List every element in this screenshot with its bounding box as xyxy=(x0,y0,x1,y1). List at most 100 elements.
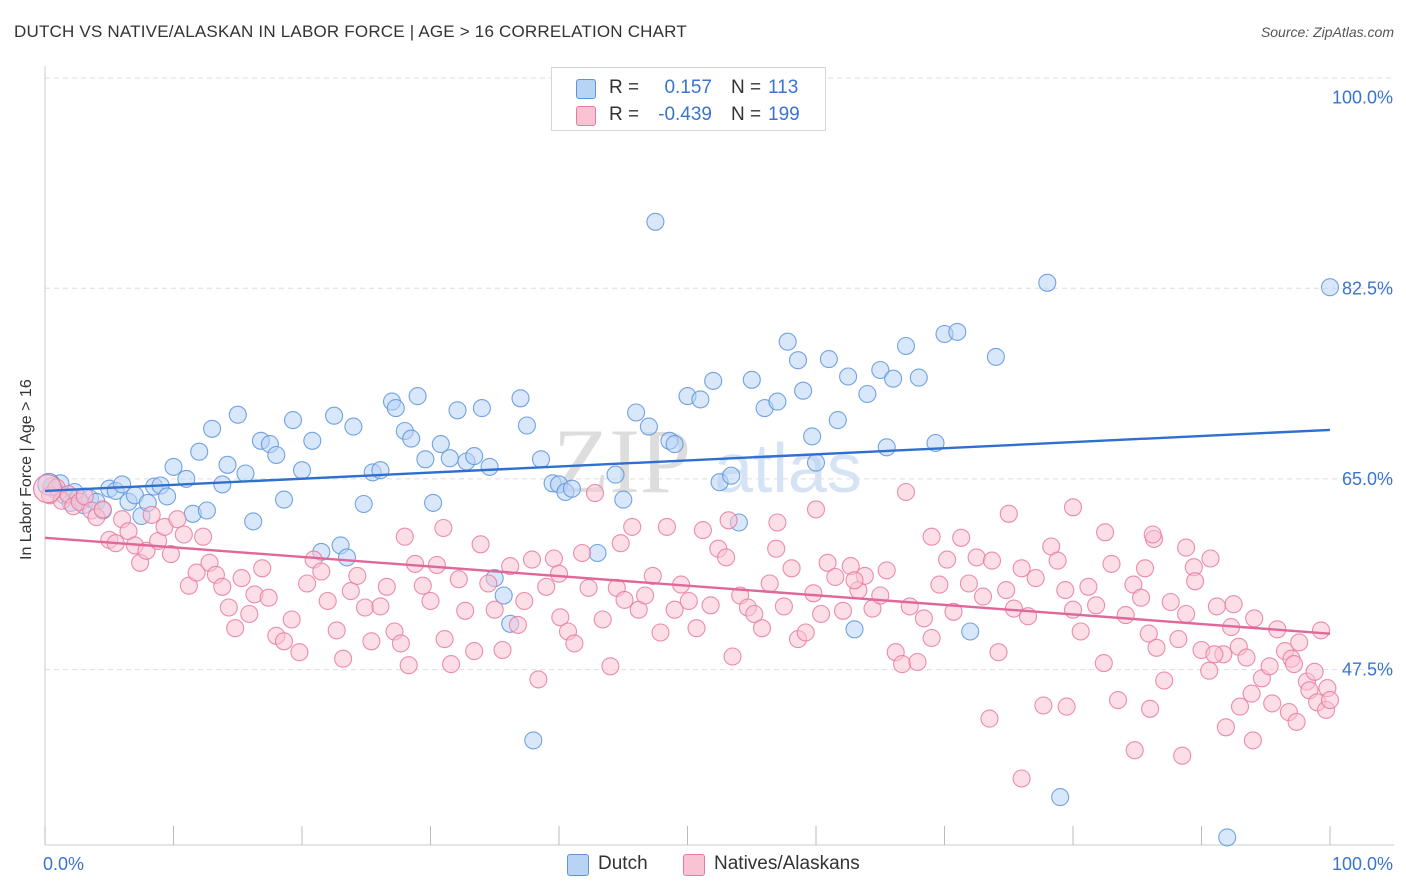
dutch-point-74 xyxy=(614,490,633,509)
native-point-89 xyxy=(651,623,670,642)
bottom-legend-swatch-dutch xyxy=(567,854,589,876)
native-point-66 xyxy=(485,600,504,619)
native-point-67 xyxy=(493,640,512,660)
dutch-point-26 xyxy=(203,419,222,438)
native-point-73 xyxy=(537,577,556,596)
native-point-123 xyxy=(900,597,919,616)
native-point-82 xyxy=(601,657,620,676)
native-point-32 xyxy=(240,604,259,624)
dutch-trend-line xyxy=(44,428,1331,493)
native-point-61 xyxy=(449,570,468,589)
dutch-point-89 xyxy=(788,351,808,370)
native-point-196 xyxy=(1096,523,1115,542)
native-point-74 xyxy=(544,549,563,568)
native-point-155 xyxy=(1139,624,1158,643)
native-point-168 xyxy=(1237,648,1256,667)
native-point-217 xyxy=(1224,595,1243,614)
native-point-181 xyxy=(1012,769,1031,788)
native-point-50 xyxy=(371,597,390,616)
native-point-111 xyxy=(812,604,831,624)
native-point-113 xyxy=(826,567,845,587)
legend-row-dutch: R = 0.157 N = 113 xyxy=(552,75,825,101)
native-point-69 xyxy=(508,615,527,634)
dutch-point-93 xyxy=(819,350,838,369)
native-point-51 xyxy=(377,577,396,596)
dutch-point-102 xyxy=(909,368,928,387)
native-point-39 xyxy=(290,643,309,662)
dutch-point-48 xyxy=(386,399,405,418)
native-point-112 xyxy=(818,553,837,572)
native-point-154 xyxy=(1132,588,1151,607)
native-point-180 xyxy=(980,709,999,728)
dutch-point-38 xyxy=(303,431,322,450)
native-point-177 xyxy=(1305,662,1324,681)
dutch-point-78 xyxy=(665,435,684,454)
native-point-129 xyxy=(944,602,963,621)
native-point-183 xyxy=(1141,699,1160,718)
native-point-195 xyxy=(1063,498,1083,517)
native-point-144 xyxy=(1056,581,1075,600)
dutch-point-54 xyxy=(431,435,450,454)
native-point-151 xyxy=(1108,691,1128,710)
native-point-126 xyxy=(922,628,941,648)
dutch-point-101 xyxy=(896,336,916,356)
dutch-point-67 xyxy=(531,450,551,469)
native-point-141 xyxy=(1034,696,1053,715)
native-point-68 xyxy=(501,557,520,576)
chart-title: DUTCH VS NATIVE/ALASKAN IN LABOR FORCE |… xyxy=(14,22,687,41)
native-point-58 xyxy=(427,555,446,575)
y-tick-label-1: 82.5% xyxy=(1342,278,1393,298)
legend-native-r-value: -0.439 xyxy=(658,104,712,125)
native-trend-line xyxy=(44,536,1331,635)
dutch-point-107 xyxy=(986,347,1005,366)
native-point-187 xyxy=(1243,731,1262,750)
dutch-point-66 xyxy=(524,731,543,750)
dutch-point-40 xyxy=(325,406,344,425)
native-point-175 xyxy=(1290,633,1309,652)
native-point-35 xyxy=(259,588,278,607)
dutch-point-111 xyxy=(1320,278,1340,297)
native-point-98 xyxy=(717,548,736,567)
native-point-127 xyxy=(930,575,949,594)
dutch-point-30 xyxy=(236,464,255,483)
native-point-218 xyxy=(1186,572,1205,591)
native-point-131 xyxy=(959,574,978,593)
bottom-legend-label-native: Natives/Alaskans xyxy=(714,853,860,874)
native-point-199 xyxy=(1201,549,1220,568)
native-point-72 xyxy=(529,670,548,689)
native-point-22 xyxy=(174,525,193,544)
native-point-190 xyxy=(1287,712,1306,731)
dutch-point-36 xyxy=(283,411,303,430)
native-point-17 xyxy=(142,505,161,524)
native-point-62 xyxy=(456,601,475,620)
native-points xyxy=(33,474,1340,788)
native-point-216 xyxy=(1284,655,1304,674)
native-point-37 xyxy=(274,632,294,651)
native-point-77 xyxy=(565,634,584,653)
dutch-point-43 xyxy=(344,417,363,436)
native-point-47 xyxy=(348,566,367,585)
native-point-104 xyxy=(760,574,779,593)
native-point-91 xyxy=(665,600,684,619)
native-point-34 xyxy=(253,559,272,578)
native-point-140 xyxy=(1026,569,1045,588)
chart-source: Source: ZipAtlas.com xyxy=(1260,24,1394,40)
dutch-point-112 xyxy=(646,212,665,231)
dutch-point-62 xyxy=(494,586,513,605)
native-point-9 xyxy=(93,500,112,519)
y-tick-label-3: 47.5% xyxy=(1342,660,1393,680)
native-point-135 xyxy=(989,643,1008,662)
dutch-point-42 xyxy=(337,548,357,567)
trend-lines xyxy=(44,428,1331,635)
native-point-164 xyxy=(1207,597,1226,616)
native-point-59 xyxy=(435,630,454,649)
y-tick-label-2: 65.0% xyxy=(1342,469,1393,489)
native-point-65 xyxy=(479,574,498,593)
dutch-point-81 xyxy=(704,371,723,390)
dutch-point-90 xyxy=(794,381,813,400)
native-point-29 xyxy=(219,598,238,617)
y-tick-label-0: 100.0% xyxy=(1332,88,1393,108)
legend-native-r-label: R = xyxy=(609,104,640,125)
native-point-102 xyxy=(745,604,764,624)
